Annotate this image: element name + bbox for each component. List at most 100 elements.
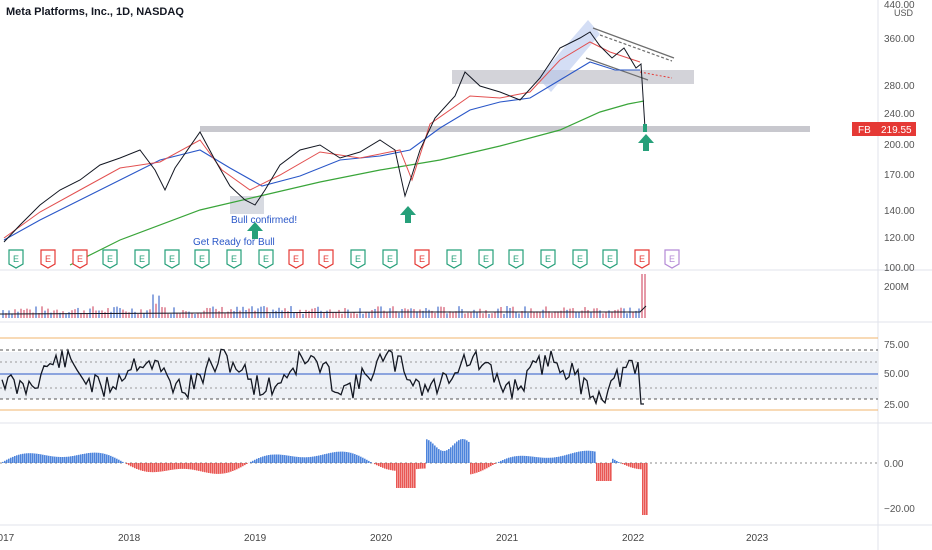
- earnings-marker[interactable]: E: [226, 249, 242, 269]
- osc-bar: [510, 457, 512, 463]
- earnings-marker[interactable]: E: [446, 249, 462, 269]
- volume-bar: [86, 313, 88, 318]
- osc-bar: [538, 457, 540, 463]
- osc-bar: [636, 463, 638, 469]
- osc-bar: [288, 455, 290, 463]
- osc-bar: [16, 455, 18, 463]
- osc-bar: [46, 455, 48, 463]
- osc-bar: [642, 463, 644, 515]
- earnings-marker[interactable]: E: [572, 249, 588, 269]
- osc-bar: [88, 453, 90, 463]
- osc-bar: [466, 440, 468, 463]
- osc-bar: [230, 463, 232, 472]
- osc-bar: [522, 455, 524, 463]
- volume-bar: [398, 312, 400, 318]
- earnings-marker[interactable]: E: [508, 249, 524, 269]
- osc-bar: [612, 458, 614, 463]
- earnings-marker[interactable]: E: [350, 249, 366, 269]
- osc-bar: [210, 463, 212, 474]
- earnings-marker[interactable]: E: [414, 249, 430, 269]
- volume-bar: [353, 312, 355, 318]
- volume-bar: [476, 312, 478, 318]
- osc-bar: [594, 451, 596, 463]
- osc-bar: [328, 453, 330, 463]
- volume-bar: [365, 311, 367, 318]
- osc-bar: [566, 454, 568, 463]
- earnings-marker[interactable]: E: [540, 249, 556, 269]
- earnings-marker[interactable]: E: [382, 249, 398, 269]
- price-line: [3, 31, 646, 243]
- osc-bar: [290, 456, 292, 463]
- osc-bar: [470, 463, 472, 475]
- volume-bar: [200, 313, 202, 318]
- osc-bar: [132, 463, 134, 468]
- earnings-marker[interactable]: E: [664, 249, 680, 269]
- volume-bar: [644, 274, 646, 318]
- time-label: 2019: [244, 533, 267, 544]
- osc-bar: [174, 463, 176, 470]
- volume-bar: [500, 307, 502, 318]
- earnings-marker[interactable]: E: [634, 249, 650, 269]
- volume-bar: [425, 308, 427, 318]
- time-label: 2023: [746, 533, 769, 544]
- volume-bar: [563, 307, 565, 318]
- osc-bar: [264, 455, 266, 463]
- earnings-marker[interactable]: E: [258, 249, 274, 269]
- osc-bar: [238, 463, 240, 469]
- osc-bar: [312, 456, 314, 463]
- volume-bar: [521, 311, 523, 318]
- osc-bar: [448, 449, 450, 463]
- volume-bar: [635, 310, 637, 318]
- earnings-marker[interactable]: E: [164, 249, 180, 269]
- osc-bar: [286, 455, 288, 463]
- osc-bar: [434, 445, 436, 463]
- osc-bar: [374, 463, 376, 465]
- osc-bar: [572, 453, 574, 463]
- earnings-marker[interactable]: E: [318, 249, 334, 269]
- volume-bar: [152, 294, 154, 318]
- volume-bar: [503, 313, 505, 318]
- projection-dotted: [639, 71, 673, 79]
- osc-bar: [108, 455, 110, 463]
- osc-bar: [254, 459, 256, 463]
- osc-bar: [460, 439, 462, 463]
- earnings-marker[interactable]: E: [102, 249, 118, 269]
- earnings-marker[interactable]: E: [602, 249, 618, 269]
- volume-bar: [395, 311, 397, 318]
- earnings-marker[interactable]: E: [478, 249, 494, 269]
- last-price-value: 219.55: [881, 125, 912, 136]
- osc-bar: [272, 454, 274, 463]
- osc-bar: [480, 463, 482, 472]
- earnings-marker[interactable]: E: [8, 249, 24, 269]
- osc-bar: [10, 457, 12, 463]
- osc-bar: [464, 439, 466, 463]
- earnings-marker[interactable]: E: [194, 249, 210, 269]
- volume-bar: [479, 308, 481, 318]
- earnings-marker[interactable]: E: [72, 249, 88, 269]
- earnings-letter: E: [199, 254, 205, 264]
- volume-bar: [254, 310, 256, 318]
- volume-bar: [68, 312, 70, 318]
- osc-bar: [24, 453, 26, 463]
- osc-bar: [430, 441, 432, 463]
- volume-bar: [101, 310, 103, 318]
- volume-bar: [446, 313, 448, 318]
- earnings-marker[interactable]: E: [40, 249, 56, 269]
- volume-bar: [389, 308, 391, 318]
- osc-bar: [308, 457, 310, 463]
- earnings-marker[interactable]: E: [288, 249, 304, 269]
- osc-bar: [76, 455, 78, 463]
- osc-bar: [508, 457, 510, 463]
- osc-bar: [42, 454, 44, 463]
- osc-bar: [378, 463, 380, 467]
- earnings-letter: E: [77, 254, 83, 264]
- osc-bar: [260, 457, 262, 463]
- volume-bar: [530, 308, 532, 318]
- volume-bar: [167, 313, 169, 318]
- volume-bar: [641, 274, 643, 318]
- earnings-marker[interactable]: E: [134, 249, 150, 269]
- osc-bar: [304, 457, 306, 463]
- osc-bar: [420, 463, 422, 469]
- osc-bar: [404, 463, 406, 488]
